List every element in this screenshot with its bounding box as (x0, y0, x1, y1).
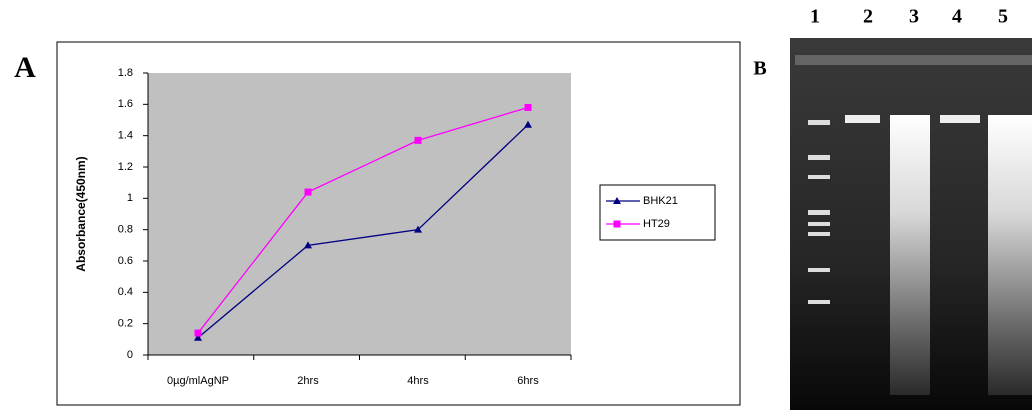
panel-label: A (14, 51, 36, 84)
lane-label: 1 (810, 6, 820, 28)
lane-label: 2 (863, 6, 873, 28)
legend-marker (614, 221, 621, 228)
y-tick-label: 1.4 (118, 130, 133, 142)
point (305, 189, 312, 196)
x-tick-label: 4hrs (407, 375, 429, 387)
lane-label: 4 (952, 6, 962, 28)
legend (600, 185, 715, 240)
y-tick-label: 1 (127, 192, 133, 204)
point (195, 330, 202, 337)
x-tick-label: 0µg/mlAgNP (167, 375, 229, 387)
gel-image: B (753, 38, 1032, 410)
x-tick-label: 2hrs (297, 375, 319, 387)
legend-label: BHK21 (643, 195, 678, 207)
y-tick-label: 1.2 (118, 161, 133, 173)
smear (988, 115, 1032, 395)
plot-area (148, 73, 571, 355)
point (415, 137, 422, 144)
y-tick-label: 0 (127, 349, 133, 361)
x-tick-label: 6hrs (517, 375, 539, 387)
band (845, 115, 880, 123)
figure: A Absorbance(450nm) B 0 0.2 0.4 0.6 0.8 1 1.2 1… (0, 0, 1032, 410)
y-tick-label: 0.2 (118, 318, 133, 330)
y-tick-label: 1.8 (118, 67, 133, 79)
point (525, 104, 532, 111)
smear (890, 115, 930, 395)
lane-label: 5 (998, 6, 1008, 28)
y-axis-label: Absorbance(450nm) (74, 156, 88, 271)
well-row (795, 55, 1032, 65)
y-tick-label: 0.8 (118, 224, 133, 236)
panel-label: B (753, 58, 766, 80)
legend-label: HT29 (643, 218, 670, 230)
y-tick-label: 0.4 (118, 286, 133, 298)
band (940, 115, 980, 123)
lane-label: 3 (909, 6, 919, 28)
y-tick-label: 0.6 (118, 255, 133, 267)
y-tick-label: 1.6 (118, 98, 133, 110)
